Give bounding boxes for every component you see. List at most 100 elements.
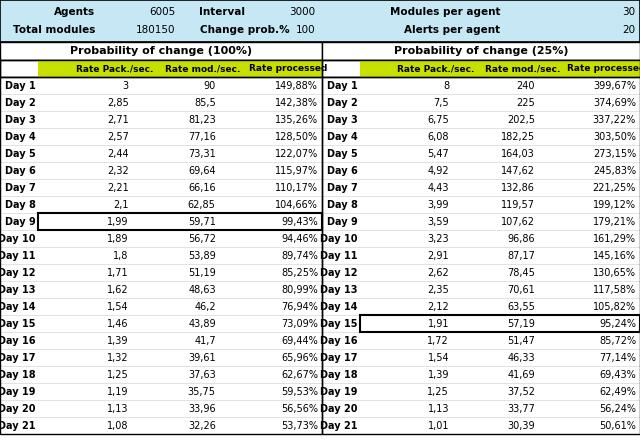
Text: 2,35: 2,35 [428,285,449,294]
Text: 199,12%: 199,12% [593,199,636,209]
Text: Day 15: Day 15 [0,319,36,329]
Text: Change prob.%: Change prob.% [200,25,290,35]
Text: Day 14: Day 14 [321,301,358,312]
Text: 1,91: 1,91 [428,319,449,329]
Text: 69,43%: 69,43% [599,370,636,379]
Text: 73,09%: 73,09% [281,319,318,329]
Text: 1,72: 1,72 [428,335,449,345]
Text: 105,82%: 105,82% [593,301,636,312]
Text: 1,54: 1,54 [107,301,129,312]
Bar [0,281,640,298]
Text: 99,43%: 99,43% [281,216,318,227]
Text: Day 3: Day 3 [327,114,358,125]
Text: 85,72%: 85,72% [599,335,636,345]
Text: 180150: 180150 [136,25,175,35]
Text: 1,08: 1,08 [108,421,129,430]
Text: Agents: Agents [54,7,95,17]
Text: 119,57: 119,57 [501,199,535,209]
Bar [0,0,640,42]
Text: 43,89: 43,89 [188,319,216,329]
Bar [0,383,640,400]
Text: 6,75: 6,75 [428,114,449,125]
Text: 3000: 3000 [289,7,315,17]
Text: 2,57: 2,57 [107,132,129,142]
Text: 4,43: 4,43 [428,183,449,193]
Text: 115,97%: 115,97% [275,165,318,176]
Text: Day 6: Day 6 [327,165,358,176]
Bar [0,349,640,366]
Text: Day 21: Day 21 [0,421,36,430]
Bar [0,230,640,247]
Text: Rate processed: Rate processed [567,64,640,73]
Text: 77,14%: 77,14% [599,352,636,363]
Text: 51,19: 51,19 [188,268,216,278]
Text: Rate processed: Rate processed [249,64,327,73]
Text: Day 18: Day 18 [0,370,36,379]
Text: 337,22%: 337,22% [593,114,636,125]
Text: 69,64: 69,64 [188,165,216,176]
Text: 5,47: 5,47 [428,149,449,158]
Text: 164,03: 164,03 [501,149,535,158]
Text: 56,72: 56,72 [188,234,216,243]
Text: Day 19: Day 19 [321,386,358,396]
Bar [322,60,640,77]
Bar [0,179,640,196]
Text: 161,29%: 161,29% [593,234,636,243]
Text: Interval: Interval [199,7,245,17]
Text: 1,62: 1,62 [107,285,129,294]
Text: 89,74%: 89,74% [281,250,318,260]
Text: 2,1: 2,1 [113,199,129,209]
Bar [0,77,322,434]
Text: 2,62: 2,62 [428,268,449,278]
Bar [322,77,640,434]
Text: 56,24%: 56,24% [599,403,636,414]
Text: 122,07%: 122,07% [275,149,318,158]
Bar [0,332,640,349]
Bar [38,213,322,230]
Text: 1,13: 1,13 [108,403,129,414]
Text: 221,25%: 221,25% [593,183,636,193]
Text: 33,96: 33,96 [188,403,216,414]
Text: 6,08: 6,08 [428,132,449,142]
Bar [0,77,640,94]
Text: 179,21%: 179,21% [593,216,636,227]
Text: 2,71: 2,71 [107,114,129,125]
Text: 39,61: 39,61 [188,352,216,363]
Text: 69,44%: 69,44% [281,335,318,345]
Text: Day 21: Day 21 [321,421,358,430]
Text: 1,32: 1,32 [107,352,129,363]
Text: 94,46%: 94,46% [281,234,318,243]
Bar [0,366,640,383]
Text: 30,39: 30,39 [508,421,535,430]
Text: Day 5: Day 5 [5,149,36,158]
Bar [0,298,640,315]
Text: Day 1: Day 1 [5,81,36,91]
Text: Probability of change (25%): Probability of change (25%) [394,46,568,56]
Text: 2,85: 2,85 [107,98,129,107]
Text: 8: 8 [443,81,449,91]
Text: Day 8: Day 8 [5,199,36,209]
Text: 37,52: 37,52 [507,386,535,396]
Text: 128,50%: 128,50% [275,132,318,142]
Text: Day 10: Day 10 [0,234,36,243]
Text: 62,67%: 62,67% [281,370,318,379]
Text: 76,94%: 76,94% [281,301,318,312]
Text: Day 17: Day 17 [321,352,358,363]
Text: 85,5: 85,5 [194,98,216,107]
Text: 87,17: 87,17 [507,250,535,260]
Text: Rate mod./sec.: Rate mod./sec. [484,64,560,73]
Bar [0,162,640,179]
Text: 1,71: 1,71 [107,268,129,278]
Text: 399,67%: 399,67% [593,81,636,91]
Text: Day 10: Day 10 [321,234,358,243]
Text: Day 4: Day 4 [327,132,358,142]
Text: 48,63: 48,63 [188,285,216,294]
Text: 35,75: 35,75 [188,386,216,396]
Bar [0,128,640,145]
Bar [0,213,640,230]
Text: 303,50%: 303,50% [593,132,636,142]
Text: 59,53%: 59,53% [281,386,318,396]
Text: Day 14: Day 14 [0,301,36,312]
Text: Day 2: Day 2 [327,98,358,107]
Text: Day 8: Day 8 [327,199,358,209]
